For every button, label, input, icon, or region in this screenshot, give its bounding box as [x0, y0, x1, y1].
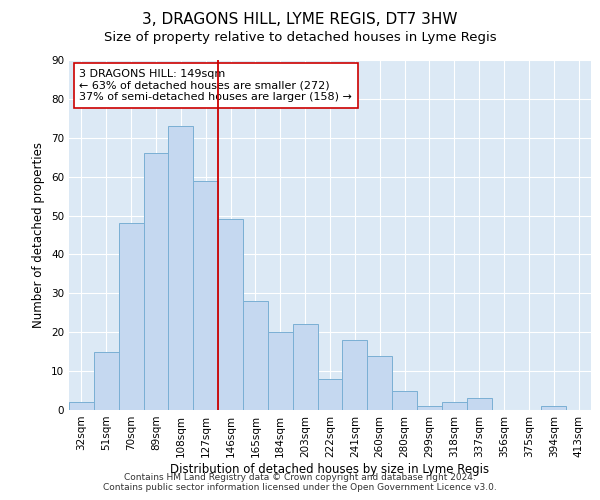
Bar [69, 402, 94, 410]
Text: Contains HM Land Registry data © Crown copyright and database right 2024.
Contai: Contains HM Land Registry data © Crown c… [103, 473, 497, 492]
Bar [541, 406, 566, 410]
Bar [343, 340, 367, 410]
Text: 3, DRAGONS HILL, LYME REGIS, DT7 3HW: 3, DRAGONS HILL, LYME REGIS, DT7 3HW [142, 12, 458, 28]
Bar [417, 406, 442, 410]
Bar [268, 332, 293, 410]
Bar [169, 126, 193, 410]
Text: Size of property relative to detached houses in Lyme Regis: Size of property relative to detached ho… [104, 31, 496, 44]
Bar [317, 379, 343, 410]
Bar [442, 402, 467, 410]
Text: 3 DRAGONS HILL: 149sqm
← 63% of detached houses are smaller (272)
37% of semi-de: 3 DRAGONS HILL: 149sqm ← 63% of detached… [79, 69, 352, 102]
Bar [293, 324, 317, 410]
Bar [94, 352, 119, 410]
Bar [218, 220, 243, 410]
Bar [367, 356, 392, 410]
Bar [392, 390, 417, 410]
X-axis label: Distribution of detached houses by size in Lyme Regis: Distribution of detached houses by size … [170, 462, 490, 475]
Bar [243, 301, 268, 410]
Bar [119, 224, 143, 410]
Y-axis label: Number of detached properties: Number of detached properties [32, 142, 46, 328]
Bar [467, 398, 491, 410]
Bar [143, 154, 169, 410]
Bar [193, 180, 218, 410]
